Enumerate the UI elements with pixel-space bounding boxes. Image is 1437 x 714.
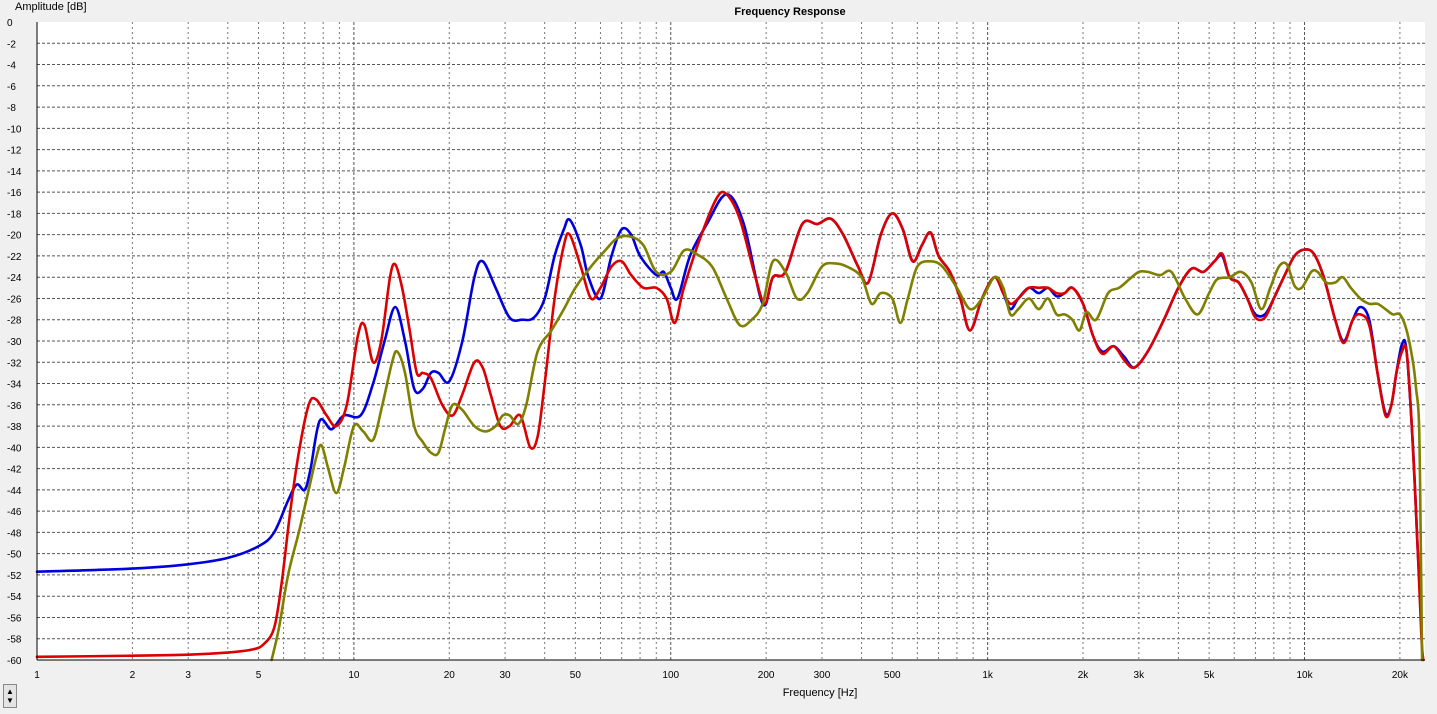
y-tick-label: -52 (7, 571, 22, 582)
series-line-3 (270, 234, 1424, 662)
y-tick-label: -12 (7, 146, 22, 157)
y-tick-label: -54 (7, 592, 22, 603)
scroll-down-icon[interactable]: ▼ (6, 696, 14, 705)
y-tick-label: -16 (7, 188, 22, 199)
scroll-up-icon[interactable]: ▲ (6, 687, 14, 696)
y-tick-label: -26 (7, 294, 22, 305)
x-tick-label: 10 (348, 670, 360, 681)
x-tick-label: 2k (1078, 670, 1090, 681)
y-tick-label: -24 (7, 273, 22, 284)
x-tick-label: 3k (1134, 670, 1146, 681)
x-tick-label: 20 (444, 670, 456, 681)
y-tick-label: -20 (7, 231, 22, 242)
series-group (35, 190, 1425, 662)
x-tick-label: 100 (662, 670, 679, 681)
y-tick-label: -6 (7, 82, 16, 93)
x-tick-label: 30 (500, 670, 512, 681)
x-tick-label: 200 (758, 670, 775, 681)
x-tick-label: 500 (884, 670, 901, 681)
y-tick-label: 0 (7, 18, 13, 29)
scroll-spin-button[interactable]: ▲ ▼ (3, 684, 17, 708)
x-tick-label: 2 (130, 670, 136, 681)
y-tick-label: -60 (7, 656, 22, 667)
y-tick-label: -34 (7, 380, 22, 391)
y-tick-label: -44 (7, 486, 22, 497)
y-tick-label: -40 (7, 443, 22, 454)
y-tick-label: -50 (7, 550, 22, 561)
y-tick-label: -56 (7, 613, 22, 624)
y-tick-label: -8 (7, 103, 16, 114)
plot-area (37, 22, 1425, 660)
y-tick-label: -22 (7, 252, 22, 263)
y-tick-labels: 0 -2 -4 -6 -8 -10 -12 -14 -16 -18 -20 -22 -24 -26 -28 -… (7, 18, 22, 667)
grid-lines (37, 22, 1425, 660)
y-tick-label: -38 (7, 422, 22, 433)
x-tick-label: 5k (1204, 670, 1216, 681)
y-tick-label: -2 (7, 39, 16, 50)
y-tick-label: -36 (7, 401, 22, 412)
chart-title: Frequency Response (734, 6, 845, 18)
y-tick-label: -46 (7, 507, 22, 518)
series-line-2 (35, 190, 1425, 662)
x-tick-label: 50 (570, 670, 582, 681)
y-tick-label: -14 (7, 167, 22, 178)
y-tick-label: -42 (7, 465, 22, 476)
y-axis-label: Amplitude [dB] (15, 1, 87, 13)
y-tick-label: -48 (7, 528, 22, 539)
y-tick-label: -18 (7, 209, 22, 220)
y-tick-label: -10 (7, 124, 22, 135)
x-tick-label: 1 (34, 670, 40, 681)
x-tick-label: 3 (185, 670, 191, 681)
x-axis-label: Frequency [Hz] (783, 687, 858, 699)
x-tick-label: 1k (982, 670, 994, 681)
x-tick-label: 10k (1296, 670, 1313, 681)
x-tick-labels: 1 2 3 5 10 20 30 50 100 200 300 500 1k 2k 3k 5k 10k 20k (34, 670, 1409, 681)
y-tick-label: -58 (7, 635, 22, 646)
y-tick-label: -30 (7, 337, 22, 348)
x-tick-label: 20k (1392, 670, 1409, 681)
y-tick-label: -32 (7, 358, 22, 369)
y-tick-label: -4 (7, 61, 16, 72)
y-tick-label: -28 (7, 316, 22, 327)
x-tick-label: 300 (814, 670, 831, 681)
x-tick-label: 5 (256, 670, 262, 681)
